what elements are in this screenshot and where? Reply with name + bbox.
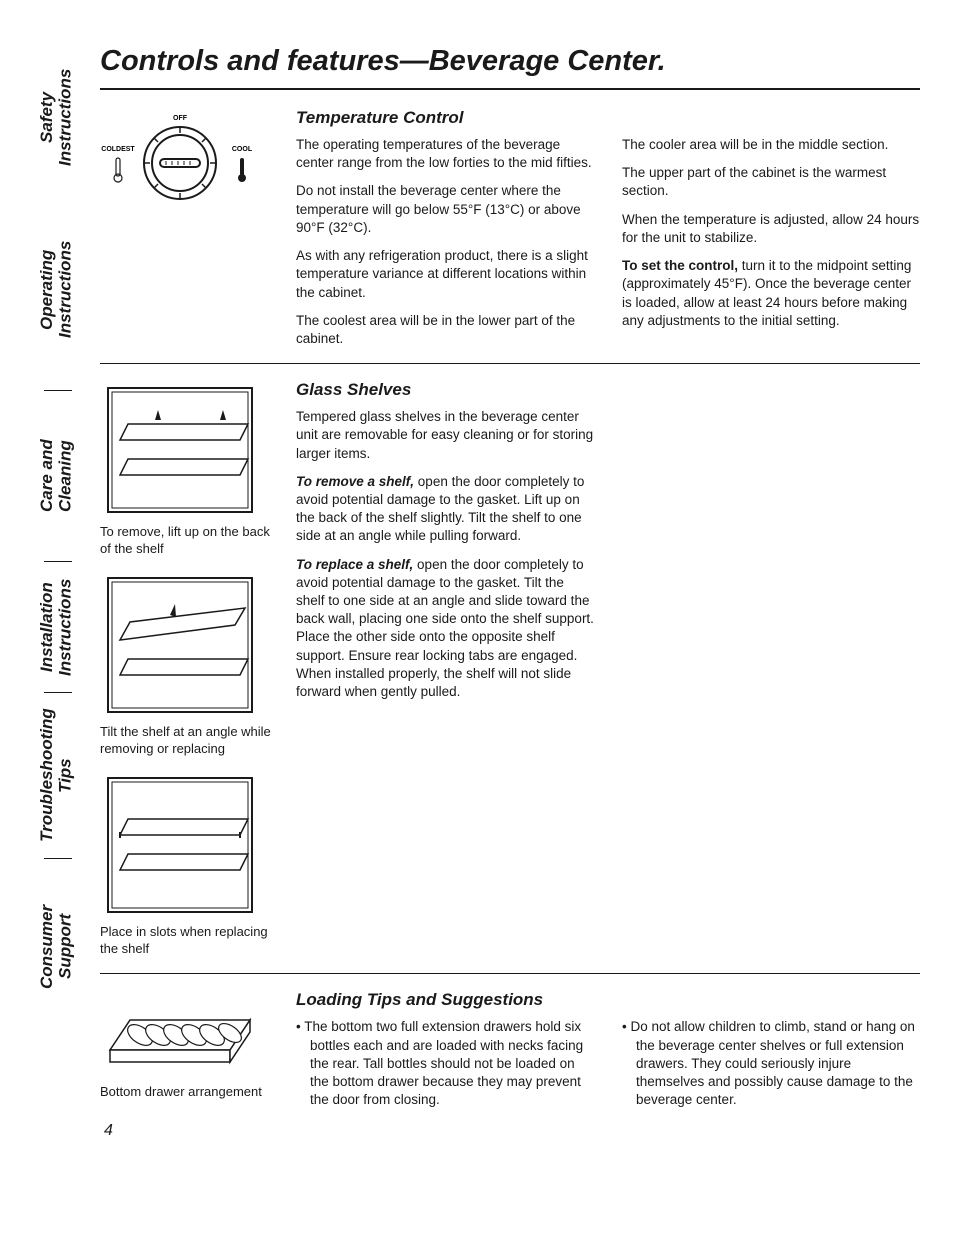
shelf-replace-figure (100, 770, 260, 920)
figure-caption: To remove, lift up on the back of the sh… (100, 524, 278, 558)
section-loading: Bottom drawer arrangement Loading Tips a… (100, 990, 920, 1115)
sidebar-tab-safety: Safety Instructions (38, 35, 78, 200)
sidebar-tab-operating: Operating Instructions (38, 230, 78, 350)
section-divider (100, 363, 920, 364)
bullet-item: Do not allow children to climb, stand or… (622, 1018, 920, 1109)
bullet-item: The bottom two full extension drawers ho… (296, 1018, 594, 1109)
shelf-tilt-figure (100, 570, 260, 720)
temperature-heading: Temperature Control (296, 108, 920, 128)
body-text: To set the control, turn it to the midpo… (622, 257, 920, 330)
section-temperature: OFF COLDEST COOL (100, 108, 920, 349)
page-content: Controls and features—Beverage Center. O… (100, 45, 920, 1140)
dial-figure: OFF COLDEST COOL (100, 108, 260, 208)
figure-caption: Place in slots when replacing the shelf (100, 924, 278, 958)
section-shelves: To remove, lift up on the back of the sh… (100, 380, 920, 969)
page-title: Controls and features—Beverage Center. (100, 45, 920, 90)
bullet-list: The bottom two full extension drawers ho… (296, 1018, 594, 1115)
body-text: The cooler area will be in the middle se… (622, 136, 920, 154)
body-text: open the door completely to avoid potent… (296, 557, 594, 700)
sidebar-tab-consumer: Consumer Support (38, 859, 78, 1034)
section-divider (100, 973, 920, 974)
dial-off-label: OFF (173, 115, 188, 122)
bold-lead: To replace a shelf, (296, 557, 413, 572)
body-text: To remove a shelf, open the door complet… (296, 473, 596, 546)
body-text: When the temperature is adjusted, allow … (622, 211, 920, 247)
page-number: 4 (104, 1122, 920, 1140)
bold-lead: To set the control, (622, 258, 738, 273)
body-text: Do not install the beverage center where… (296, 182, 594, 237)
shelves-heading: Glass Shelves (296, 380, 596, 400)
body-text: The operating temperatures of the bevera… (296, 136, 594, 172)
sidebar-tab-care: Care and Cleaning (38, 391, 78, 561)
sidebar-nav: Safety Instructions Operating Instructio… (38, 35, 78, 1195)
loading-heading: Loading Tips and Suggestions (296, 990, 920, 1010)
figure-caption: Bottom drawer arrangement (100, 1084, 278, 1101)
body-text: To replace a shelf, open the door comple… (296, 556, 596, 702)
shelf-remove-figure (100, 380, 260, 520)
bold-lead: To remove a shelf, (296, 474, 414, 489)
body-text: Tempered glass shelves in the beverage c… (296, 408, 596, 463)
body-text: The upper part of the cabinet is the war… (622, 164, 920, 200)
figure-caption: Tilt the shelf at an angle while removin… (100, 724, 278, 758)
drawer-figure (100, 990, 260, 1080)
body-text: As with any refrigeration product, there… (296, 247, 594, 302)
sidebar-tab-installation: Installation Instructions (38, 562, 78, 692)
body-text: The coolest area will be in the lower pa… (296, 312, 594, 348)
sidebar-tab-troubleshooting: Troubleshooting Tips (38, 693, 78, 858)
dial-cool-label: COOL (232, 146, 253, 153)
bullet-list: Do not allow children to climb, stand or… (622, 1018, 920, 1115)
dial-coldest-label: COLDEST (101, 146, 135, 153)
